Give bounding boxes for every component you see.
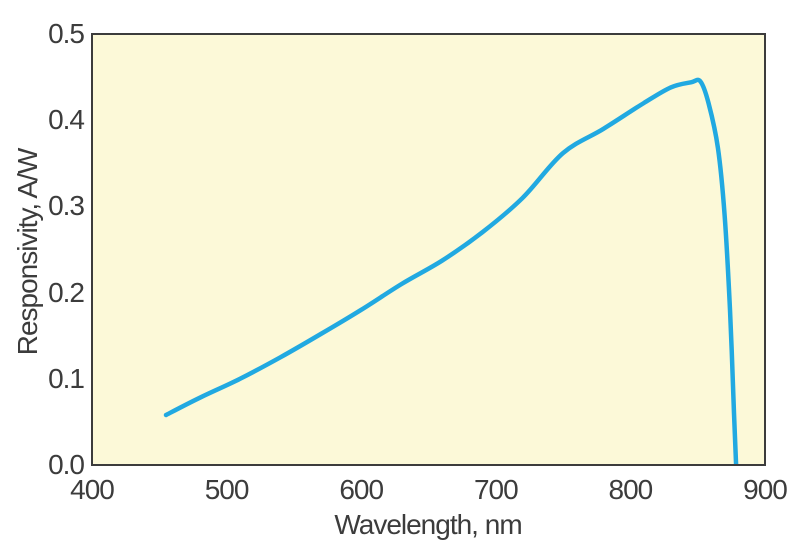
x-tick-label-600: 600	[339, 474, 384, 505]
x-tick-label-500: 500	[204, 474, 250, 505]
x-axis-title: Wavelength, nm	[334, 509, 522, 540]
y-tick-label-0.2: 0.2	[48, 276, 85, 308]
y-tick-label-0.1: 0.1	[48, 362, 85, 394]
x-tick-label-700: 700	[473, 474, 519, 505]
x-tick-label-400: 400	[70, 474, 115, 505]
y-tick-label-0.0: 0.0	[48, 449, 85, 480]
x-tick-label-900: 900	[743, 474, 788, 505]
responsivity-curve	[163, 77, 739, 466]
y-axis-title: Responsivity, A/W	[12, 148, 43, 356]
y-tick-label-0.4: 0.4	[48, 104, 85, 136]
y-tick-label-0.3: 0.3	[48, 190, 85, 222]
x-tick-label-800: 800	[608, 474, 654, 505]
y-tick-label-0.5: 0.5	[48, 18, 85, 49]
